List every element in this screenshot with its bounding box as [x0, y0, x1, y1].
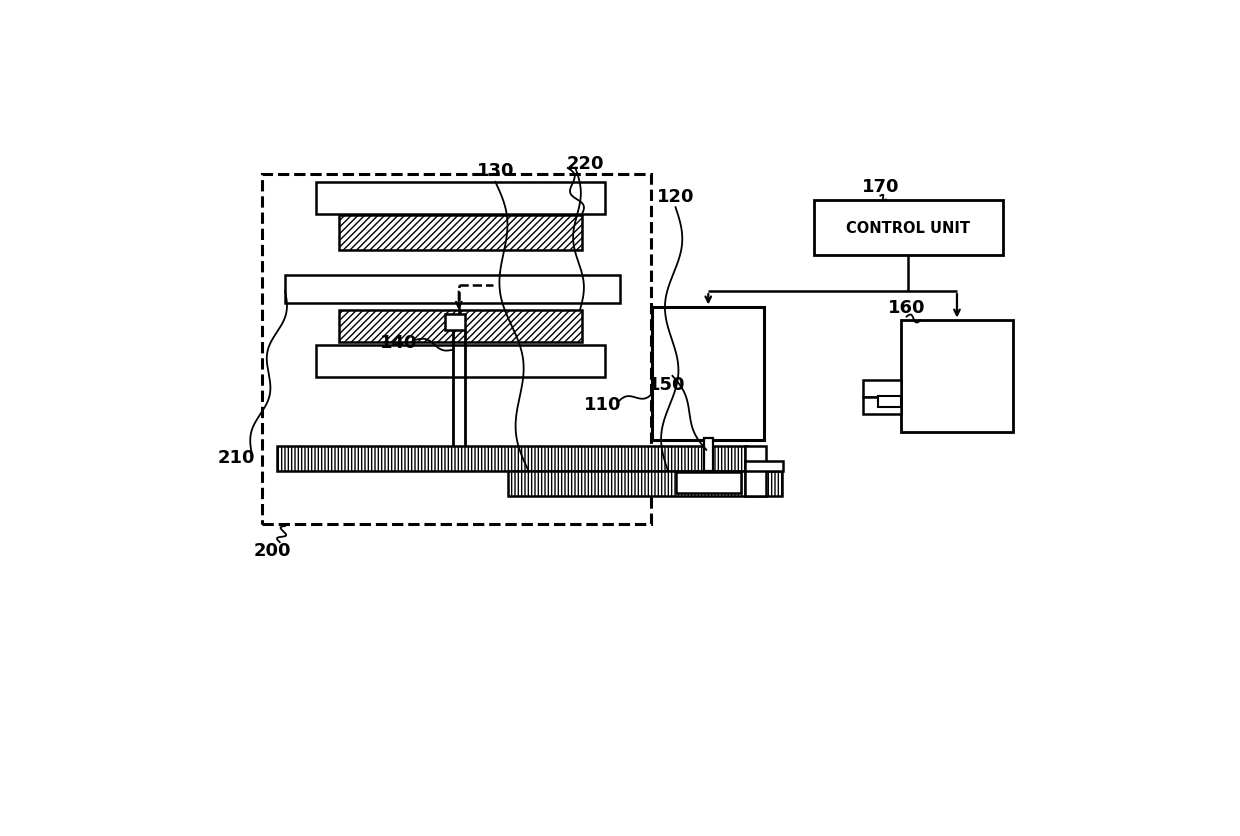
Text: 210: 210: [218, 449, 255, 467]
Bar: [508, 472, 781, 497]
Text: 160: 160: [888, 298, 925, 316]
Bar: [316, 345, 605, 378]
Bar: [316, 182, 605, 215]
Bar: [704, 439, 713, 472]
Bar: [878, 396, 901, 407]
Text: 120: 120: [657, 187, 694, 206]
Bar: [815, 201, 1003, 256]
Text: 220: 220: [567, 155, 604, 172]
Bar: [262, 175, 651, 525]
Bar: [445, 315, 465, 330]
Bar: [278, 446, 748, 471]
Bar: [285, 276, 620, 304]
Text: CONTROL UNIT: CONTROL UNIT: [847, 221, 971, 236]
Text: 150: 150: [647, 375, 684, 393]
Text: 200: 200: [253, 541, 291, 559]
Bar: [901, 321, 1013, 432]
Bar: [863, 381, 901, 398]
Bar: [863, 398, 901, 415]
Text: 110: 110: [584, 395, 622, 413]
Text: 130: 130: [476, 162, 515, 180]
Bar: [339, 216, 582, 250]
Bar: [676, 472, 742, 493]
Text: 140: 140: [379, 334, 417, 352]
Bar: [745, 446, 766, 497]
Bar: [745, 461, 784, 471]
Text: 170: 170: [862, 177, 899, 196]
Bar: [339, 310, 582, 343]
Bar: [652, 308, 764, 441]
